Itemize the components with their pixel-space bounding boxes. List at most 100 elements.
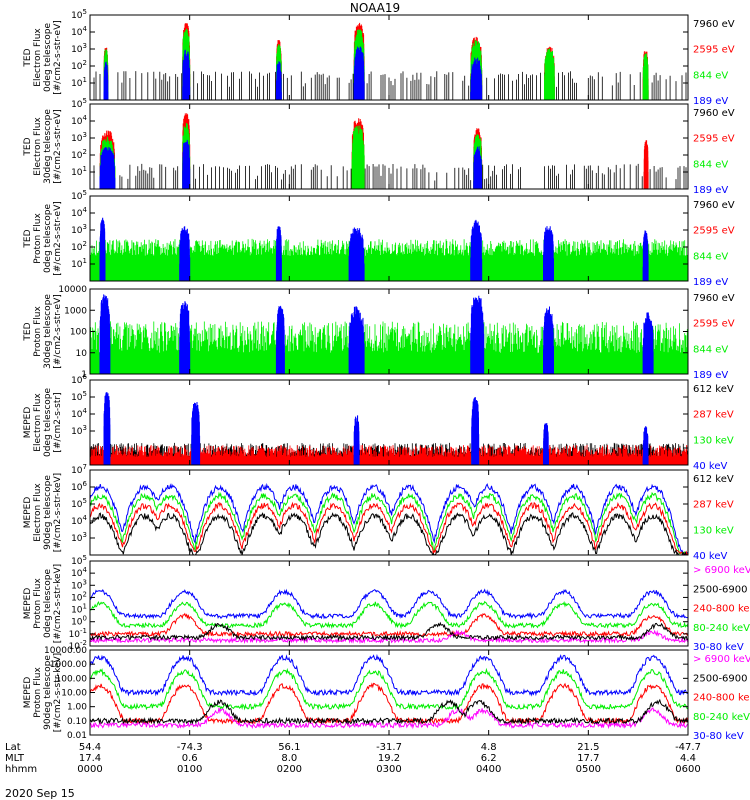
y-tick-label: 101 — [71, 76, 87, 89]
y-tick-label: 103 — [71, 424, 87, 437]
y-tick-label: 105 — [71, 97, 87, 110]
series-40-kev-burst — [191, 402, 201, 465]
footer-value: 0500 — [576, 764, 601, 775]
y-tick-label: 103 — [71, 578, 87, 591]
y-axis-label-line: MEPED — [23, 677, 33, 709]
y-axis-label-line: 90deg telescope — [43, 475, 53, 550]
y-axis-label-line: TED — [23, 229, 33, 248]
legend-entry: 189 eV — [693, 277, 728, 288]
y-tick-label: 105 — [71, 8, 87, 21]
y-axis-label-line: MEPED — [23, 407, 33, 439]
footer-value: 54.4 — [79, 742, 101, 753]
y-axis-label-line: [#/cm2-s-str-eV] — [53, 294, 63, 369]
footer-value: 4.8 — [481, 742, 497, 753]
series-189-ev-burst — [642, 230, 649, 281]
panel-3: 101 102 103 104 105 TED Proton Flux 0deg telesc… — [23, 189, 735, 288]
footer-value: 4.4 — [680, 753, 696, 764]
y-tick-label: 1.00 — [67, 703, 87, 713]
panel-1-data — [93, 22, 687, 100]
series-189-ev-burst — [543, 226, 554, 281]
footer-value: 17.7 — [577, 753, 599, 764]
panel-6-data — [90, 482, 688, 555]
series-30-80-kev — [90, 588, 688, 620]
footer-value: -31.7 — [376, 742, 402, 753]
panel-8-data — [90, 653, 688, 730]
y-tick-label: 101 — [71, 165, 87, 178]
series-40-kev-burst — [103, 392, 111, 465]
panel-frame — [89, 469, 689, 556]
legend-entry: 80-240 keV — [693, 712, 750, 723]
footer-value: 21.5 — [577, 742, 599, 753]
footer-value: 6.2 — [481, 753, 497, 764]
y-axis-label-line: [#/cm2-s-str-keV] — [53, 653, 63, 732]
legend-entry: 2595 eV — [693, 226, 735, 237]
y-tick-label: 10000.00 — [44, 646, 87, 656]
legend-entry: 2595 eV — [693, 134, 735, 145]
y-tick-label: 104 — [71, 114, 87, 127]
series-189-ev-burst — [275, 61, 282, 100]
footer-row-label: MLT — [5, 753, 25, 764]
footer-value: 0300 — [376, 764, 401, 775]
legend-entry: 189 eV — [693, 185, 728, 196]
legend-entry: 130 keV — [693, 435, 734, 446]
series-189-ev-burst — [473, 146, 483, 189]
series-189-ev-burst — [543, 306, 554, 374]
y-axis-label-line: [#/cm2-s-str-keV] — [53, 473, 63, 552]
series-40-kev-burst — [471, 397, 480, 465]
y-axis-label-line: Proton Flux — [33, 578, 43, 629]
series-189-ev-burst — [275, 305, 285, 374]
y-tick-label: 105 — [71, 189, 87, 202]
panel-2: 101 102 103 104 105 TED Electron Flux 30deg tel… — [23, 97, 735, 196]
y-tick-label: 102 — [71, 59, 87, 72]
y-tick-label: 107 — [71, 463, 87, 476]
legend-entry: 2500-6900 — [693, 673, 748, 684]
series-30-80-kev — [90, 653, 688, 697]
legend-entry: 130 keV — [693, 525, 734, 536]
date-label: 2020 Sep 15 — [5, 787, 75, 800]
y-axis-label-line: Electron Flux — [33, 117, 43, 176]
y-tick-label: 102 — [71, 240, 87, 253]
legend-entry: 189 eV — [693, 370, 728, 381]
series-2500-6900 — [90, 621, 688, 642]
legend-entry: 40 keV — [693, 551, 727, 562]
footer-value: 8.0 — [281, 753, 297, 764]
y-axis-label-line: [#/cm2-s-str-eV] — [53, 109, 63, 184]
legend-entry: 844 eV — [693, 344, 728, 355]
y-tick-label: 10-2 — [69, 639, 87, 652]
series-189-ev-burst — [99, 147, 116, 189]
footer-value: 17.4 — [79, 753, 101, 764]
series-80-240-kev — [90, 600, 688, 630]
legend-entry: 2595 eV — [693, 319, 735, 330]
y-tick-label: 103 — [71, 223, 87, 236]
legend-entry: 2595 eV — [693, 45, 735, 56]
legend-entry: 287 keV — [693, 500, 734, 511]
series-287-kev — [90, 501, 688, 555]
legend-entry: 7960 eV — [693, 19, 735, 30]
legend-entry: 30-80 keV — [693, 731, 744, 742]
y-tick-label: 1 — [81, 370, 87, 380]
series-189-ev-burst — [179, 226, 191, 281]
y-tick-label: 10 — [76, 349, 88, 359]
panel-4-data — [90, 294, 688, 374]
footer-row-label: hhmm — [5, 764, 37, 775]
series-189-ev-burst — [353, 46, 365, 100]
series-844-ev-burst — [642, 53, 649, 100]
footer-value: -74.3 — [177, 742, 203, 753]
y-tick-label: 104 — [71, 407, 87, 420]
y-tick-label: 1000 — [64, 306, 87, 316]
y-axis-label-line: Proton Flux — [33, 667, 43, 718]
series-189-ev-burst — [182, 49, 191, 100]
legend-entry: 40 keV — [693, 461, 727, 472]
y-axis-label-line: Electron Flux — [33, 393, 43, 452]
series--6900-kev — [90, 706, 688, 730]
footer-value: 0100 — [177, 764, 202, 775]
y-tick-label: 105 — [71, 390, 87, 403]
legend-entry: 80-240 keV — [693, 623, 750, 634]
series-844-ev-burst — [544, 48, 555, 100]
series-2595-ev-burst — [643, 140, 649, 189]
footer-value: 56.1 — [278, 742, 300, 753]
legend-entry: 612 keV — [693, 384, 734, 395]
series-189-ev-burst — [182, 139, 191, 189]
y-tick-label: 100 — [71, 615, 87, 628]
